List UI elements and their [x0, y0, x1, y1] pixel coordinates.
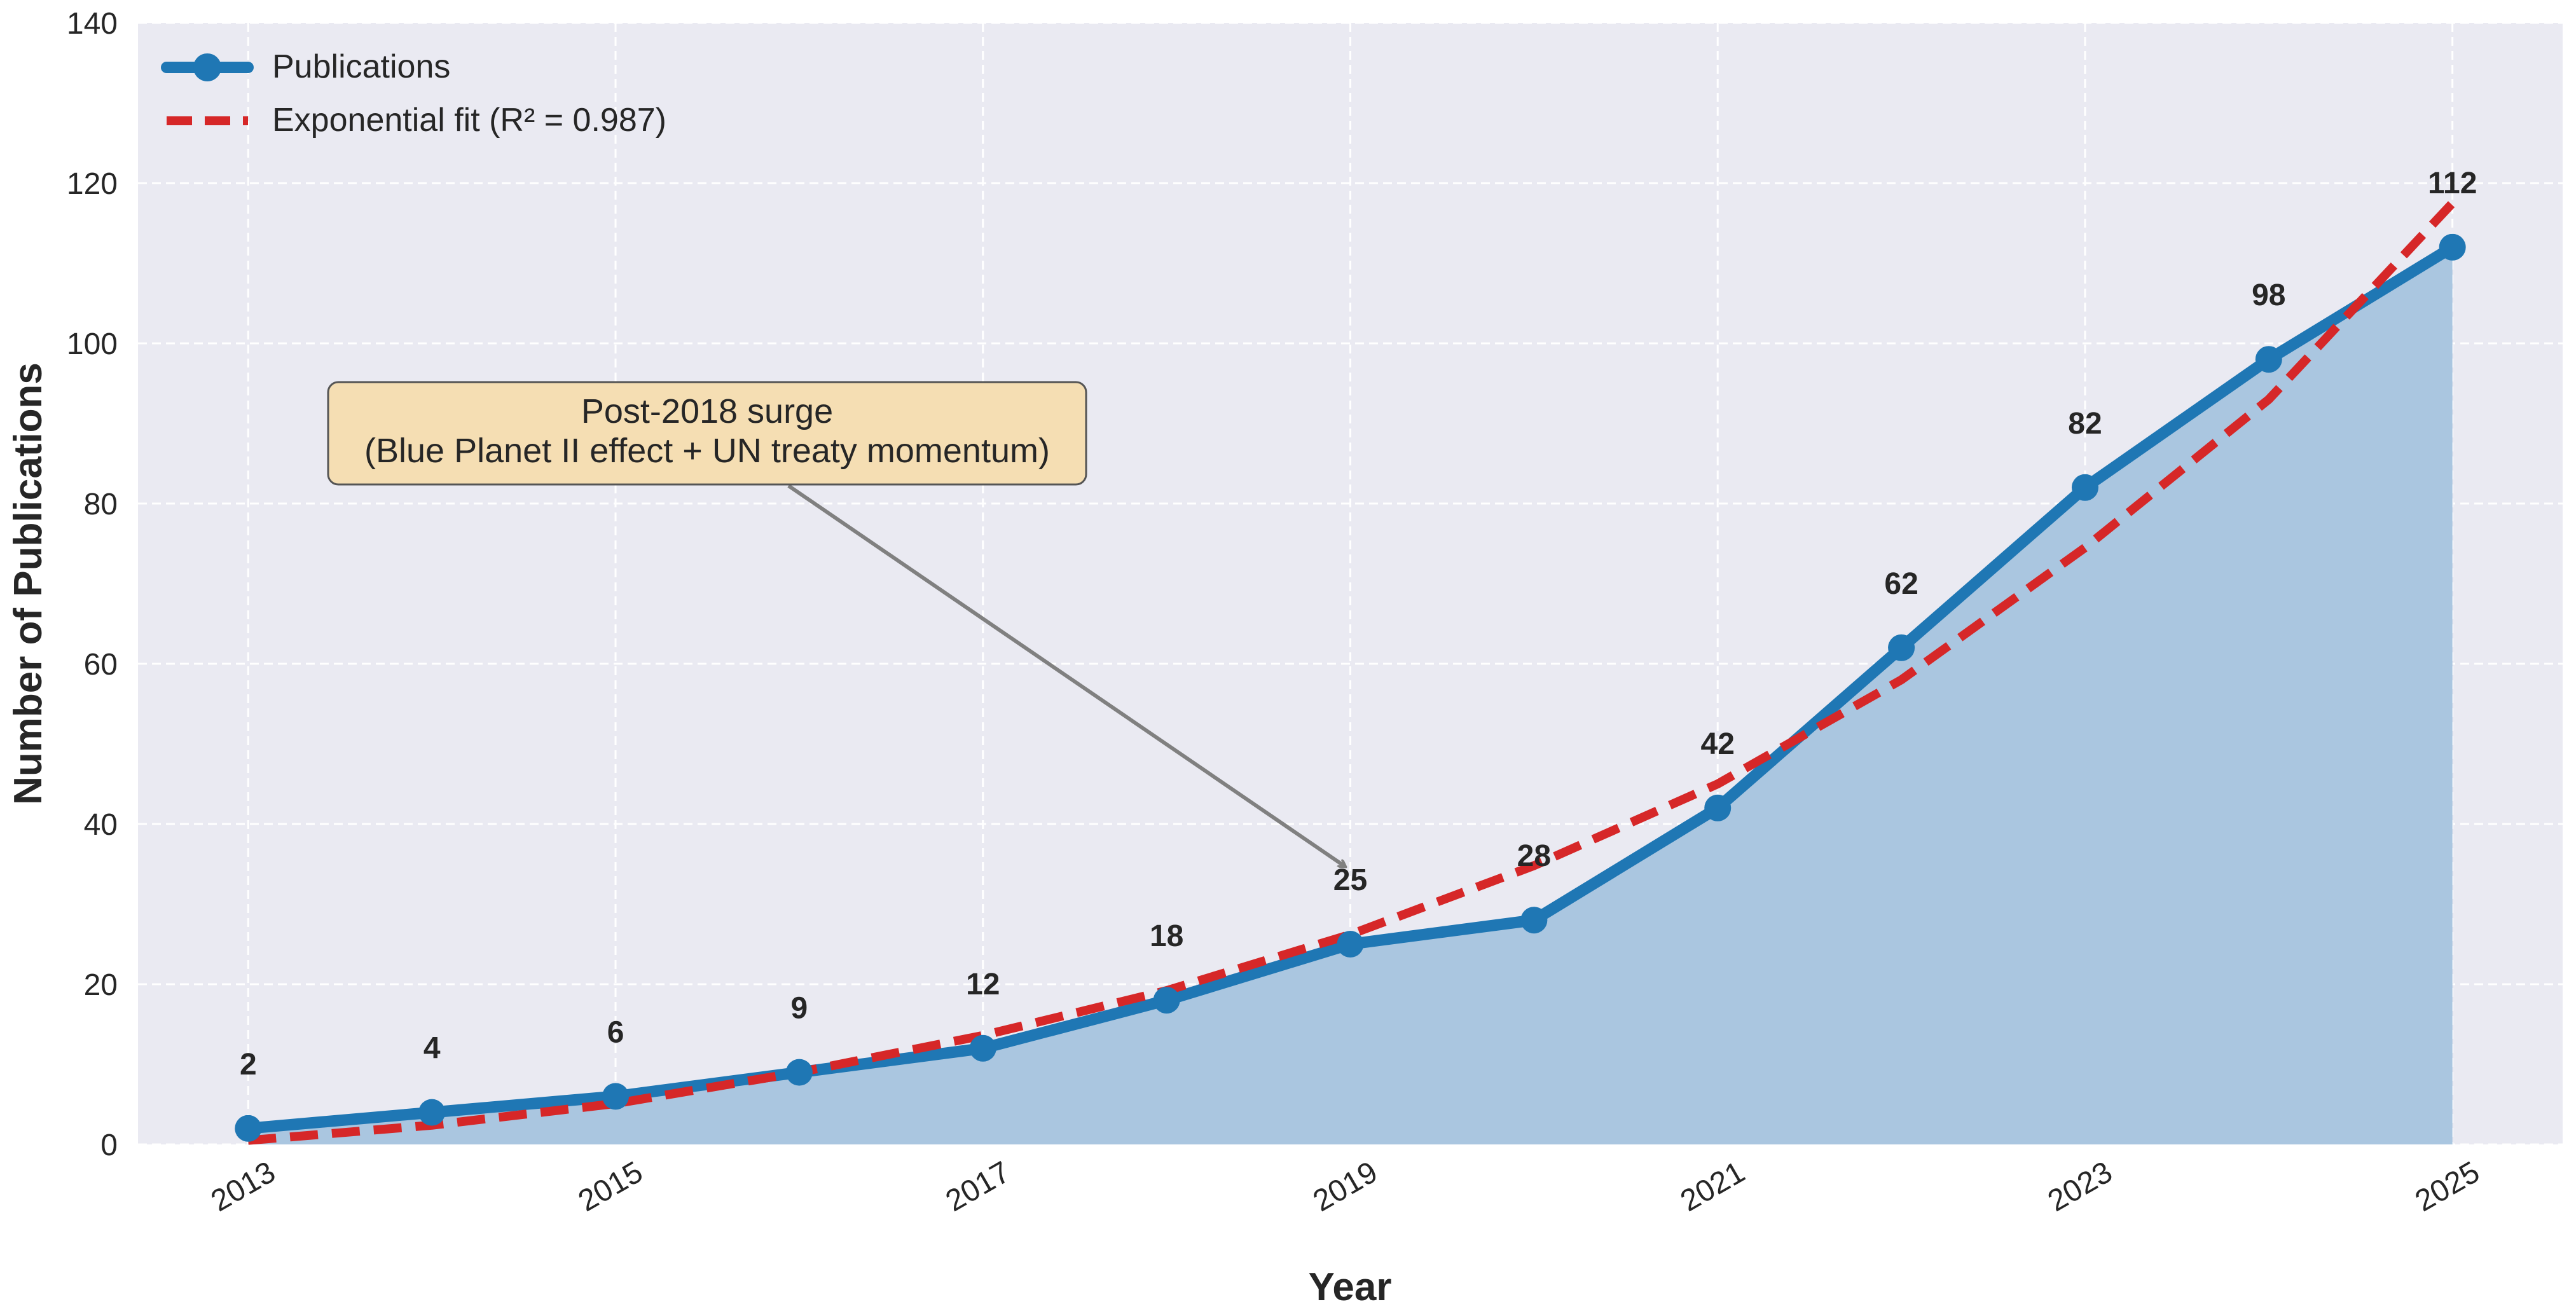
- x-axis-ticks: 2013 2015 2017 2019 2021 2023 2025: [205, 1155, 2485, 1218]
- data-label: 2: [240, 1048, 257, 1081]
- y-tick-label: 20: [84, 968, 118, 1002]
- publications-marker: [1704, 794, 1732, 821]
- publications-marker: [785, 1059, 813, 1086]
- publications-marker: [1520, 907, 1548, 934]
- publications-area: [248, 247, 2453, 1144]
- data-label: 18: [1150, 919, 1183, 953]
- x-tick-label: 2013: [205, 1155, 281, 1218]
- publications-marker: [2255, 346, 2282, 373]
- x-tick-label: 2021: [1675, 1155, 1751, 1218]
- data-label: 42: [1701, 727, 1735, 761]
- data-label: 12: [966, 968, 1000, 1001]
- publications-marker: [602, 1083, 630, 1110]
- data-label: 4: [424, 1032, 441, 1066]
- x-tick-label: 2015: [573, 1155, 649, 1218]
- publications-marker: [1153, 987, 1180, 1014]
- publications-marker: [2071, 474, 2098, 501]
- data-labels: 2 4 6 9 12 18 25 28 42 62 82 98 112: [240, 167, 2477, 1081]
- x-tick-label: 2019: [1307, 1155, 1383, 1218]
- data-label: 28: [1517, 839, 1551, 873]
- legend: Publications Exponential fit (R² = 0.987…: [161, 48, 666, 139]
- publications-marker: [418, 1099, 446, 1126]
- annotation-arrow: [787, 484, 1346, 867]
- annotation: Post-2018 surge (Blue Planet II effect +…: [327, 381, 1346, 867]
- data-label: 62: [1884, 567, 1918, 601]
- y-tick-label: 100: [67, 327, 118, 361]
- data-label: 112: [2428, 167, 2477, 200]
- publications-marker: [1888, 634, 1915, 661]
- publications-marker: [235, 1115, 262, 1142]
- legend-publications-marker: [193, 53, 221, 81]
- y-tick-label: 40: [84, 808, 118, 842]
- publications-marker: [969, 1034, 996, 1062]
- y-tick-label: 60: [84, 648, 118, 682]
- publications-marker: [2439, 233, 2466, 261]
- y-axis-ticks: 0 20 40 60 80 100 120 140: [67, 7, 118, 1162]
- x-tick-label: 2023: [2042, 1155, 2118, 1218]
- y-tick-label: 140: [67, 7, 118, 41]
- x-tick-label: 2017: [940, 1155, 1016, 1218]
- x-tick-label: 2025: [2409, 1155, 2485, 1218]
- data-label: 82: [2068, 407, 2102, 441]
- y-tick-label: 120: [67, 167, 118, 201]
- data-label: 9: [791, 992, 808, 1026]
- y-axis-label: Number of Publications: [6, 362, 50, 805]
- area-layer: [248, 247, 2453, 1144]
- publications-marker: [1337, 931, 1364, 958]
- legend-fit-label: Exponential fit (R² = 0.987): [272, 102, 666, 139]
- series-layer: [235, 200, 2466, 1145]
- data-label: 25: [1333, 863, 1367, 897]
- data-label: 6: [607, 1015, 624, 1049]
- x-axis-label: Year: [1308, 1265, 1391, 1309]
- annotation-box: [327, 381, 1087, 486]
- annotation-line-2: (Blue Planet II effect + UN treaty momen…: [364, 432, 1050, 470]
- data-label: 98: [2252, 278, 2285, 312]
- y-tick-label: 80: [84, 488, 118, 521]
- y-tick-label: 0: [100, 1129, 118, 1162]
- annotation-line-1: Post-2018 surge: [581, 392, 833, 430]
- legend-publications-label: Publications: [272, 48, 450, 85]
